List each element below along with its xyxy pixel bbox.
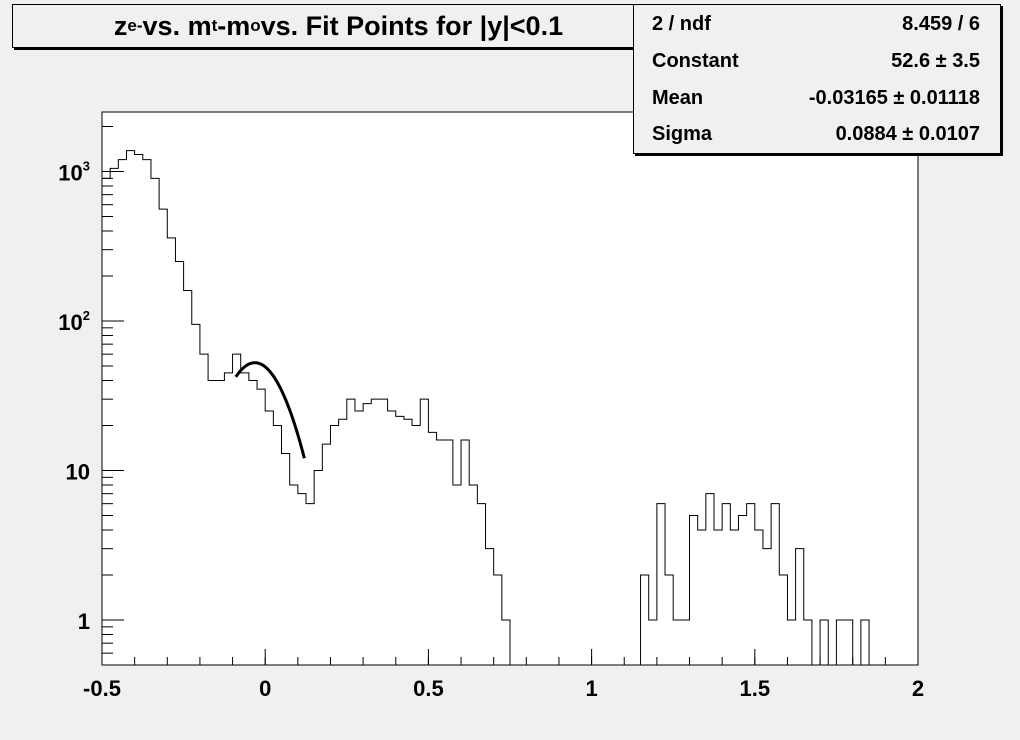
stats-value: 0.0884 ± 0.0107 — [835, 123, 980, 145]
y-tick-label: 10 — [66, 459, 90, 484]
histogram-layer — [101, 150, 878, 666]
chart-title: z e- vs. m t -m o vs. Fit Points for |y|<0.1 — [12, 4, 665, 48]
fit-layer — [234, 361, 306, 459]
x-tick-label: 0.5 — [413, 676, 444, 701]
x-tick-label: 0 — [259, 676, 271, 701]
title-mid1: vs. m — [142, 10, 212, 41]
y-tick-label: 102 — [58, 308, 90, 335]
title-mid2: -m — [217, 10, 251, 41]
x-tick-label: 1 — [585, 676, 597, 701]
stats-value: 52.6 ± 3.5 — [891, 50, 980, 72]
stats-key: Constant — [652, 50, 739, 72]
stats-value: 8.459 / 6 — [902, 13, 980, 35]
plot-frame — [101, 111, 919, 666]
stats-row-chi2: 2 / ndf 8.459 / 6 — [634, 5, 1000, 41]
histogram-bars — [101, 150, 878, 666]
title-z: z — [113, 10, 128, 41]
title-sub-t: t — [211, 16, 218, 35]
stats-key: 2 / ndf — [652, 13, 711, 35]
x-tick-label: 2 — [912, 676, 924, 701]
fit-stats-box: 2 / ndf 8.459 / 6 Constant 52.6 ± 3.5 Me… — [633, 4, 1001, 154]
stats-key: Sigma — [652, 123, 713, 145]
gaussian-fit-curve — [234, 361, 306, 459]
stats-row-mean: Mean -0.03165 ± 0.01118 — [634, 79, 1000, 115]
x-tick-label: 1.5 — [740, 676, 771, 701]
stats-row-constant: Constant 52.6 ± 3.5 — [634, 42, 1000, 78]
stats-key: Mean — [652, 87, 704, 109]
title-rest: vs. Fit Points for |y|<0.1 — [260, 10, 564, 41]
x-tick-label: -0.5 — [83, 676, 121, 701]
y-tick-label: 1 — [78, 609, 90, 634]
stats-value: -0.03165 ± 0.01118 — [808, 87, 980, 109]
title-sub-o: o — [250, 16, 261, 35]
title-sub-e: e- — [127, 16, 143, 35]
y-tick-label: 103 — [58, 158, 90, 185]
stats-row-sigma: Sigma 0.0884 ± 0.0107 — [634, 115, 1000, 151]
